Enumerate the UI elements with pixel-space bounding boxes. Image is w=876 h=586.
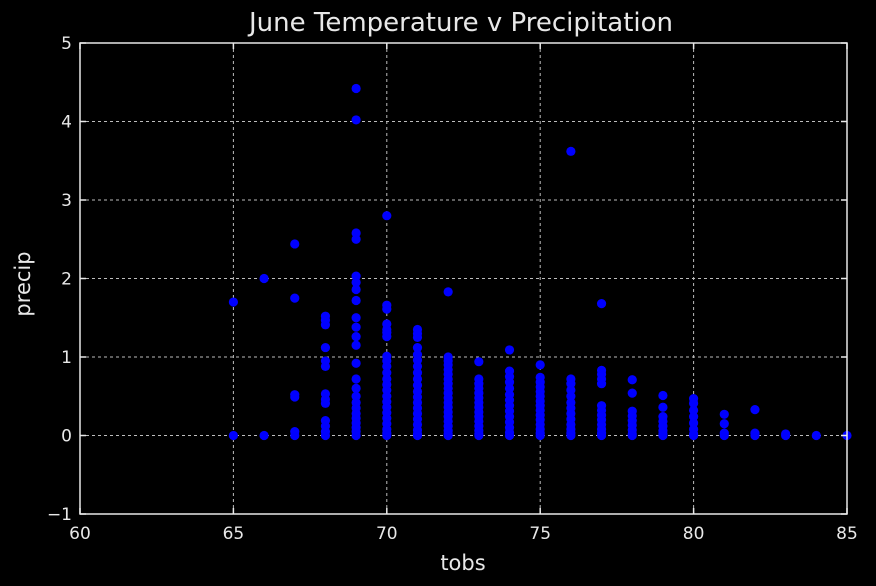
data-point <box>259 430 269 441</box>
x-tick-label: 75 <box>529 524 551 544</box>
data-point <box>443 287 453 297</box>
y-tick-label: −1 <box>47 505 72 525</box>
data-point <box>474 430 484 441</box>
data-point <box>351 322 361 332</box>
data-point <box>351 234 361 244</box>
data-point <box>781 430 791 441</box>
data-point <box>596 430 607 441</box>
data-point <box>351 331 361 342</box>
data-point <box>719 430 729 441</box>
data-point <box>811 430 821 441</box>
data-point <box>382 430 392 441</box>
data-point <box>320 361 331 372</box>
data-point <box>750 404 760 415</box>
data-point <box>351 374 361 384</box>
data-point <box>658 390 668 401</box>
data-point <box>412 332 423 342</box>
data-point <box>382 304 392 314</box>
data-point <box>228 430 238 441</box>
y-axis-label: precip <box>11 251 35 316</box>
data-point <box>320 342 331 353</box>
data-point <box>689 398 699 408</box>
data-point <box>535 360 545 370</box>
data-point <box>351 313 361 323</box>
data-point <box>627 388 637 398</box>
y-tick-label: 5 <box>61 34 72 54</box>
data-point <box>658 402 668 412</box>
data-point <box>290 392 300 402</box>
data-point <box>351 358 361 368</box>
data-point <box>596 299 607 309</box>
data-point <box>351 430 361 441</box>
x-tick-label: 60 <box>69 524 91 544</box>
data-point <box>596 379 607 389</box>
x-tick-label: 65 <box>223 524 245 544</box>
grid-lines <box>80 43 847 514</box>
data-point <box>382 331 392 342</box>
data-point <box>566 146 576 156</box>
data-point <box>443 430 453 441</box>
data-point <box>351 383 361 393</box>
data-point <box>351 83 361 94</box>
data-point <box>290 430 300 441</box>
x-tick-label: 80 <box>683 524 705 544</box>
data-point <box>719 419 729 429</box>
data-point <box>412 342 423 353</box>
y-tick-label: 0 <box>61 427 72 447</box>
data-point <box>228 297 238 307</box>
data-point <box>320 430 331 441</box>
y-tick-label: 4 <box>61 113 72 133</box>
data-point <box>689 430 699 441</box>
data-point <box>351 295 361 306</box>
data-point <box>351 284 361 295</box>
data-point <box>627 430 637 441</box>
data-point <box>719 409 729 419</box>
y-tick-label: 1 <box>61 348 72 368</box>
data-point <box>320 320 331 330</box>
y-tick-label: 2 <box>61 270 72 290</box>
x-tick-label: 85 <box>836 524 858 544</box>
data-point <box>351 277 361 288</box>
data-point <box>504 345 515 355</box>
axis-ticks: 60 65 70 75 80 85 −1 0 1 2 3 4 5 <box>47 34 858 544</box>
data-point <box>290 293 300 303</box>
data-point <box>566 430 576 441</box>
data-point <box>259 273 269 284</box>
data-points <box>228 83 852 441</box>
x-tick-label: 70 <box>376 524 398 544</box>
data-point <box>658 430 668 441</box>
data-point <box>351 340 361 350</box>
chart-title: June Temperature v Precipitation <box>247 8 673 38</box>
data-point <box>627 375 637 385</box>
data-point <box>750 430 760 441</box>
data-point <box>504 430 515 441</box>
data-point <box>535 430 545 441</box>
data-point <box>474 357 484 367</box>
data-point <box>412 430 423 441</box>
data-point <box>320 398 331 408</box>
data-point <box>382 211 392 221</box>
data-point <box>351 115 361 125</box>
y-tick-label: 3 <box>61 191 72 211</box>
x-axis-label: tobs <box>440 551 485 575</box>
data-point <box>290 239 300 249</box>
